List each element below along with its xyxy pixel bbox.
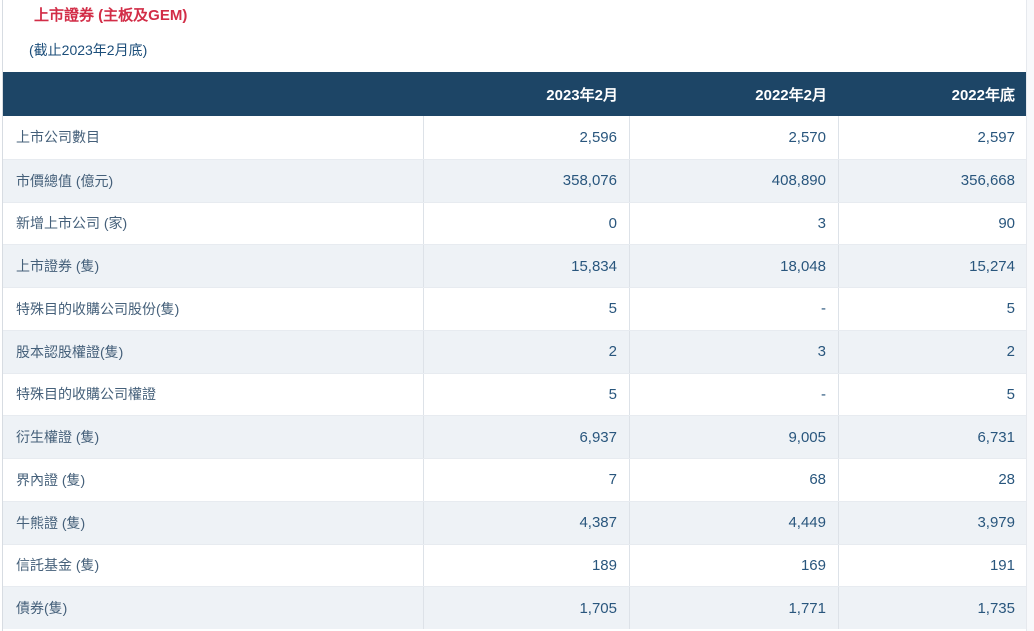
- row-label: 特殊目的收購公司權證: [3, 373, 424, 416]
- cell-value: 2,596: [424, 116, 630, 159]
- row-label: 上市公司數目: [3, 116, 424, 159]
- column-header-2023-feb: 2023年2月: [546, 86, 618, 104]
- table-row: 牛熊證 (隻) 4,387 4,449 3,979: [3, 500, 1027, 544]
- column-header-2022-feb: 2022年2月: [755, 86, 827, 104]
- scrollbar-track[interactable]: [1026, 0, 1034, 631]
- page-title: 上市證券 (主板及GEM): [34, 7, 188, 24]
- cell-value: -: [630, 373, 839, 416]
- cell-value: 356,668: [960, 172, 1015, 190]
- listed-securities-table: 2023年2月 2022年2月 2022年底 上市公司數目 2,596 2,57…: [3, 72, 1027, 629]
- table-row: 新增上市公司 (家) 0 3 90: [3, 201, 1027, 245]
- cell-value: 3: [630, 330, 839, 373]
- cell-value: 1,735: [977, 599, 1015, 617]
- table-row: 上市公司數目 2,596 2,570 2,597: [3, 116, 1027, 159]
- page-subtitle: (截止2023年2月底): [29, 42, 148, 58]
- cell-value: 9,005: [630, 416, 839, 458]
- cell-value: 18,048: [630, 245, 839, 287]
- cell-value: 5: [1006, 385, 1015, 403]
- row-label: 界內證 (隻): [3, 459, 424, 501]
- cell-value: 2: [1006, 343, 1015, 361]
- cell-value: 1,705: [424, 587, 630, 629]
- table-row: 衍生權證 (隻) 6,937 9,005 6,731: [3, 415, 1027, 458]
- table-row: 上市證券 (隻) 15,834 18,048 15,274: [3, 244, 1027, 287]
- table-row: 市價總值 (億元) 358,076 408,890 356,668: [3, 158, 1027, 202]
- cell-value: 90: [998, 214, 1015, 232]
- cell-value: 4,449: [630, 501, 839, 544]
- cell-value: 189: [424, 544, 630, 587]
- column-header-2022-end: 2022年底: [951, 86, 1015, 104]
- cell-value: 408,890: [630, 159, 839, 202]
- row-label: 衍生權證 (隻): [3, 416, 424, 458]
- cell-value: 5: [424, 288, 630, 330]
- cell-value: 15,274: [969, 257, 1015, 275]
- cell-value: 0: [424, 202, 630, 245]
- cell-value: 3: [630, 202, 839, 245]
- cell-value: 2: [424, 330, 630, 373]
- cell-value: 15,834: [424, 245, 630, 287]
- table-header-row: 2023年2月 2022年2月 2022年底: [3, 72, 1027, 116]
- table-row: 特殊目的收購公司股份(隻) 5 - 5: [3, 287, 1027, 330]
- cell-value: 7: [424, 459, 630, 501]
- cell-value: 28: [998, 471, 1015, 489]
- table-row: 信託基金 (隻) 189 169 191: [3, 543, 1027, 587]
- cell-value: 2,597: [977, 128, 1015, 146]
- cell-value: 3,979: [977, 514, 1015, 532]
- table-row: 界內證 (隻) 7 68 28: [3, 458, 1027, 501]
- cell-value: 5: [1006, 300, 1015, 318]
- row-label: 債券(隻): [3, 587, 424, 629]
- cell-value: 6,937: [424, 416, 630, 458]
- row-label: 上市證券 (隻): [3, 245, 424, 287]
- cell-value: 5: [424, 373, 630, 416]
- cell-value: 1,771: [630, 587, 839, 629]
- row-label: 牛熊證 (隻): [3, 501, 424, 544]
- cell-value: 68: [630, 459, 839, 501]
- table-body: 上市公司數目 2,596 2,570 2,597 市價總值 (億元) 358,0…: [3, 116, 1027, 629]
- cell-value: -: [630, 288, 839, 330]
- cell-value: 358,076: [424, 159, 630, 202]
- cell-value: 2,570: [630, 116, 839, 159]
- cell-value: 4,387: [424, 501, 630, 544]
- row-label: 股本認股權證(隻): [3, 330, 424, 373]
- cell-value: 6,731: [977, 428, 1015, 446]
- table-row: 特殊目的收購公司權證 5 - 5: [3, 372, 1027, 416]
- table-row: 股本認股權證(隻) 2 3 2: [3, 329, 1027, 373]
- row-label: 信託基金 (隻): [3, 544, 424, 587]
- row-label: 特殊目的收購公司股份(隻): [3, 288, 424, 330]
- table-row: 債券(隻) 1,705 1,771 1,735: [3, 586, 1027, 629]
- cell-value: 191: [989, 556, 1015, 574]
- cell-value: 169: [630, 544, 839, 587]
- row-label: 新增上市公司 (家): [3, 202, 424, 245]
- row-label: 市價總值 (億元): [3, 159, 424, 202]
